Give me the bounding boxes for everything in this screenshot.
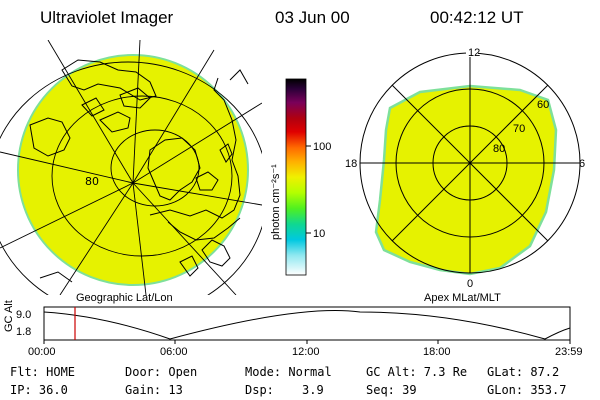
- mlt-label-18: 18: [345, 158, 357, 170]
- mlt-12-bg: [466, 44, 478, 57]
- colorbar: 100 10 photon cm⁻²s⁻¹: [270, 78, 331, 276]
- observation-time: 00:42:12 UT: [430, 8, 524, 27]
- magnetic-polar-plot: 12 18 6 0 60 70 80: [345, 44, 585, 290]
- altitude-axis-label: GC Alt: [3, 300, 15, 332]
- info-dsp-value: 3.9: [302, 383, 324, 397]
- lat-label-80: 80: [85, 175, 99, 188]
- altitude-curve: [43, 310, 571, 340]
- aurora-image-left: [17, 54, 249, 286]
- info-flt: Flt: HOME: [10, 365, 76, 379]
- info-glat: GLat: 87.2: [487, 365, 560, 379]
- info-dsp-label: Dsp:: [245, 383, 274, 397]
- instrument-title: Ultraviolet Imager: [40, 8, 174, 27]
- magnetic-caption: Apex MLat/MLT: [424, 292, 501, 304]
- colorbar-gradient: [285, 78, 307, 276]
- info-gc-alt: GC Alt: 7.3 Re: [366, 365, 468, 379]
- mlat-label-80: 80: [493, 143, 505, 155]
- time-label-2359: 23:59: [555, 346, 583, 358]
- aurora-oval: [374, 84, 558, 276]
- geographic-caption: Geographic Lat/Lon: [76, 292, 173, 304]
- colorbar-label-100: 100: [313, 141, 331, 153]
- time-label-0600: 06:00: [160, 346, 188, 358]
- info-door: Door: Open: [125, 365, 198, 379]
- altitude-tick-9: 9.0: [16, 309, 32, 321]
- longitude-lines: [0, 40, 262, 295]
- mlt-spokes: [360, 53, 580, 273]
- mlt-label-6: 6: [579, 158, 585, 170]
- latitude-circles: [0, 61, 262, 295]
- observation-date: 03 Jun 00: [275, 8, 350, 27]
- altitude-strip: [43, 306, 571, 344]
- info-glon: GLon: 353.7: [487, 383, 567, 397]
- coastlines: [29, 59, 249, 283]
- time-label-1200: 12:00: [292, 346, 320, 358]
- mlat-label-60: 60: [537, 99, 549, 111]
- info-ip: IP: 36.0: [10, 383, 68, 397]
- mlat-label-70: 70: [513, 123, 525, 135]
- info-mode: Mode: Normal: [245, 365, 332, 379]
- info-gain: Gain: 13: [125, 383, 183, 397]
- time-ticks: [43, 340, 571, 344]
- time-label-0000: 00:00: [28, 346, 56, 358]
- info-seq: Seq: 39: [366, 383, 417, 397]
- time-label-1800: 18:00: [423, 346, 451, 358]
- altitude-tick-1-8: 1.8: [16, 326, 32, 338]
- mlt-label-12: 12: [468, 47, 480, 59]
- mlt-label-0: 0: [467, 278, 473, 290]
- colorbar-label-10: 10: [313, 228, 325, 240]
- geographic-map: 80: [0, 40, 262, 295]
- colorbar-unit-label: photon cm⁻²s⁻¹: [270, 164, 282, 240]
